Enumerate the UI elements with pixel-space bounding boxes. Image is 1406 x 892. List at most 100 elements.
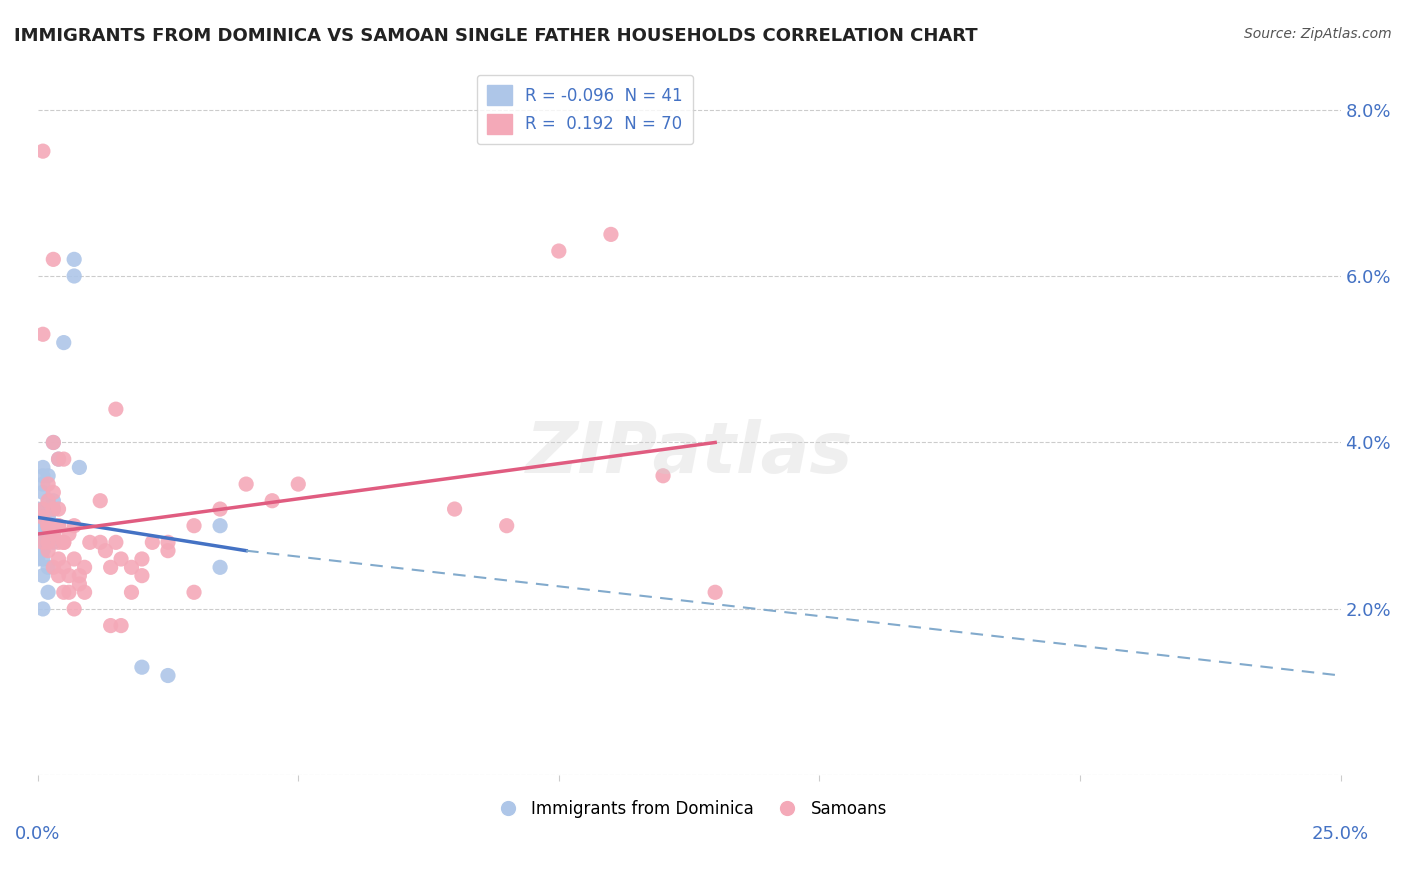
Point xyxy=(42,493,65,508)
Point xyxy=(209,518,232,533)
Point xyxy=(73,560,96,574)
Point xyxy=(42,252,65,267)
Point xyxy=(110,552,132,566)
Point xyxy=(42,502,65,516)
Point xyxy=(121,585,143,599)
Legend: Immigrants from Dominica, Samoans: Immigrants from Dominica, Samoans xyxy=(485,793,894,824)
Point xyxy=(37,518,59,533)
Point xyxy=(235,477,257,491)
Text: Source: ZipAtlas.com: Source: ZipAtlas.com xyxy=(1244,27,1392,41)
Text: ZIPatlas: ZIPatlas xyxy=(526,418,853,488)
Point xyxy=(37,493,59,508)
Text: IMMIGRANTS FROM DOMINICA VS SAMOAN SINGLE FATHER HOUSEHOLDS CORRELATION CHART: IMMIGRANTS FROM DOMINICA VS SAMOAN SINGL… xyxy=(14,27,977,45)
Point xyxy=(32,460,55,475)
Point xyxy=(37,518,59,533)
Point xyxy=(63,252,86,267)
Point xyxy=(32,144,55,158)
Point xyxy=(37,535,59,549)
Point xyxy=(27,552,49,566)
Point xyxy=(52,535,75,549)
Point xyxy=(131,660,153,674)
Point xyxy=(37,468,59,483)
Point xyxy=(37,510,59,524)
Point xyxy=(37,560,59,574)
Point xyxy=(67,577,90,591)
Point xyxy=(443,502,465,516)
Point xyxy=(42,435,65,450)
Point xyxy=(58,585,80,599)
Point xyxy=(287,477,309,491)
Point xyxy=(67,568,90,582)
Point xyxy=(37,527,59,541)
Point xyxy=(156,543,179,558)
Point xyxy=(32,535,55,549)
Point xyxy=(32,535,55,549)
Point xyxy=(37,585,59,599)
Point xyxy=(42,502,65,516)
Point xyxy=(32,552,55,566)
Point xyxy=(58,568,80,582)
Point xyxy=(131,552,153,566)
Point xyxy=(27,518,49,533)
Point xyxy=(48,518,70,533)
Point xyxy=(27,535,49,549)
Point xyxy=(32,477,55,491)
Point xyxy=(600,227,623,242)
Point xyxy=(104,402,127,417)
Point xyxy=(32,327,55,342)
Point xyxy=(121,560,143,574)
Point xyxy=(48,502,70,516)
Point xyxy=(156,535,179,549)
Point xyxy=(37,543,59,558)
Point xyxy=(704,585,727,599)
Point xyxy=(42,560,65,574)
Point xyxy=(79,535,101,549)
Point xyxy=(141,535,163,549)
Point xyxy=(73,585,96,599)
Point xyxy=(52,335,75,350)
Point xyxy=(48,535,70,549)
Point xyxy=(42,502,65,516)
Point xyxy=(63,518,86,533)
Point xyxy=(37,518,59,533)
Point xyxy=(32,543,55,558)
Point xyxy=(110,618,132,632)
Point xyxy=(104,535,127,549)
Point xyxy=(100,618,122,632)
Point xyxy=(32,502,55,516)
Point xyxy=(32,510,55,524)
Point xyxy=(183,518,205,533)
Point xyxy=(32,568,55,582)
Point xyxy=(100,560,122,574)
Point xyxy=(42,527,65,541)
Point xyxy=(32,518,55,533)
Point xyxy=(42,527,65,541)
Point xyxy=(32,518,55,533)
Point xyxy=(52,560,75,574)
Point xyxy=(652,468,675,483)
Point xyxy=(48,552,70,566)
Point xyxy=(262,493,284,508)
Point xyxy=(209,560,232,574)
Point xyxy=(58,527,80,541)
Point xyxy=(52,585,75,599)
Point xyxy=(32,543,55,558)
Text: 0.0%: 0.0% xyxy=(15,825,60,843)
Point xyxy=(42,535,65,549)
Point xyxy=(42,485,65,500)
Point xyxy=(183,585,205,599)
Point xyxy=(94,543,117,558)
Point xyxy=(131,568,153,582)
Point xyxy=(32,602,55,616)
Point xyxy=(32,518,55,533)
Point xyxy=(48,568,70,582)
Point xyxy=(37,477,59,491)
Point xyxy=(63,602,86,616)
Point xyxy=(27,527,49,541)
Point xyxy=(67,460,90,475)
Point xyxy=(63,552,86,566)
Point xyxy=(89,493,111,508)
Point xyxy=(495,518,517,533)
Point xyxy=(63,268,86,283)
Point xyxy=(42,435,65,450)
